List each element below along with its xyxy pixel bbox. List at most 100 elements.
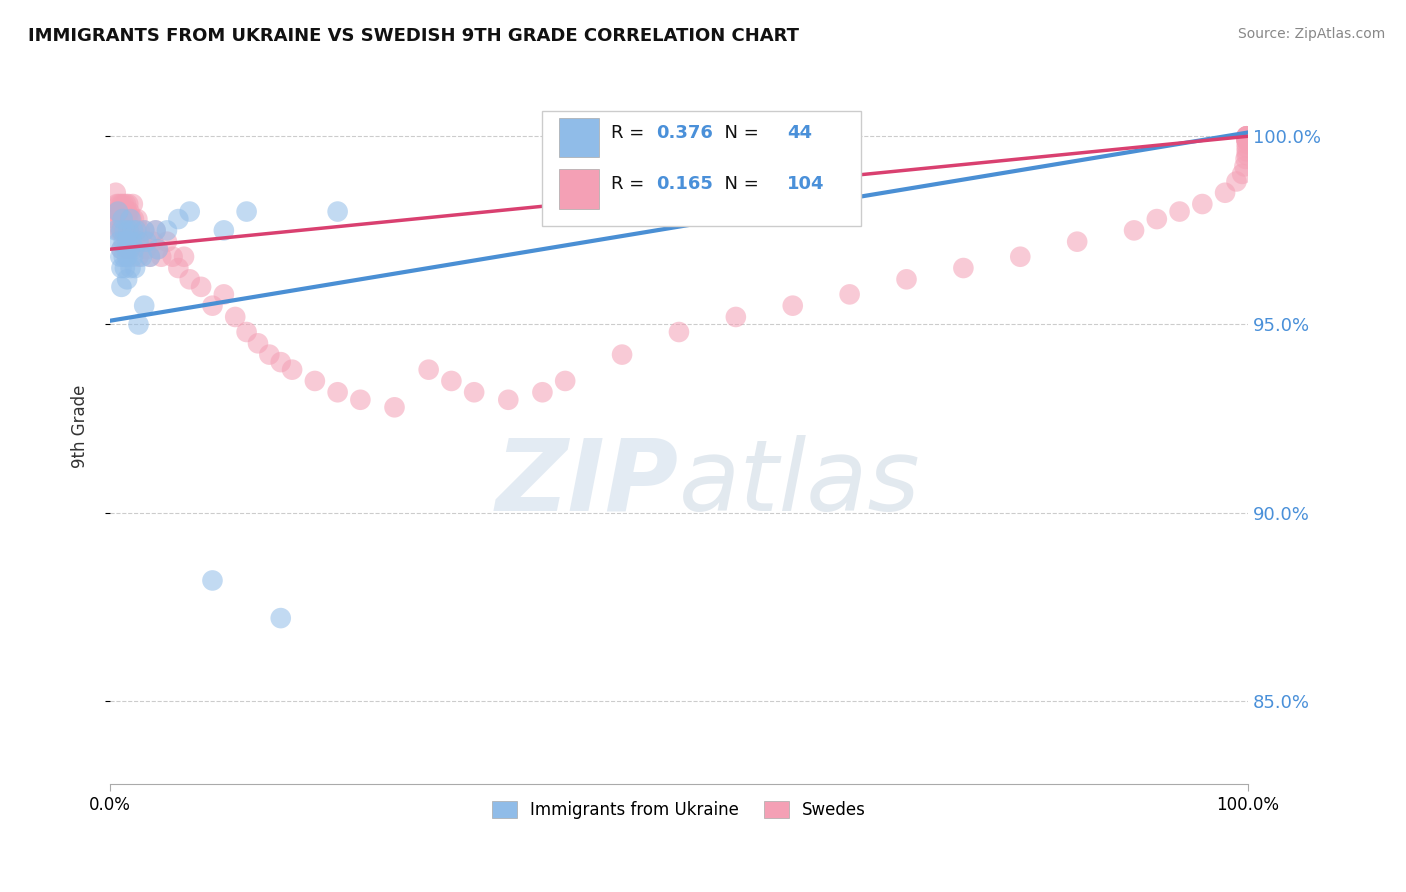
Point — [110, 223, 132, 237]
Point — [114, 223, 136, 237]
Point — [110, 204, 132, 219]
Point — [146, 242, 169, 256]
Point — [952, 260, 974, 275]
Point — [120, 223, 142, 237]
Point — [304, 374, 326, 388]
Point — [115, 235, 138, 249]
Point — [1230, 167, 1253, 181]
Point — [121, 197, 143, 211]
Text: atlas: atlas — [679, 434, 921, 532]
Point — [1236, 148, 1258, 162]
Point — [1236, 129, 1258, 144]
Point — [110, 223, 132, 237]
Point — [118, 204, 141, 219]
Point — [224, 310, 246, 324]
Point — [235, 204, 257, 219]
Point — [1146, 212, 1168, 227]
Point — [463, 385, 485, 400]
Point — [1213, 186, 1236, 200]
Point — [418, 362, 440, 376]
Point — [120, 242, 142, 256]
Point — [112, 212, 135, 227]
Point — [108, 235, 131, 249]
Point — [110, 280, 132, 294]
Point — [1236, 129, 1258, 144]
Point — [270, 355, 292, 369]
Point — [134, 223, 156, 237]
Legend: Immigrants from Ukraine, Swedes: Immigrants from Ukraine, Swedes — [485, 794, 873, 825]
Point — [115, 197, 138, 211]
Point — [1168, 204, 1191, 219]
Point — [150, 250, 173, 264]
Point — [139, 250, 162, 264]
Point — [179, 272, 201, 286]
Point — [1236, 129, 1258, 144]
Point — [246, 336, 269, 351]
Point — [1236, 145, 1258, 159]
Point — [162, 250, 184, 264]
Point — [134, 299, 156, 313]
Point — [117, 212, 139, 227]
Point — [173, 250, 195, 264]
Point — [201, 299, 224, 313]
Point — [782, 299, 804, 313]
Point — [1234, 152, 1257, 166]
Point — [128, 250, 150, 264]
Point — [110, 260, 132, 275]
Point — [114, 260, 136, 275]
Point — [554, 374, 576, 388]
Point — [167, 212, 190, 227]
Point — [124, 260, 146, 275]
Point — [349, 392, 371, 407]
Point — [259, 348, 281, 362]
Point — [108, 197, 131, 211]
Text: R =: R = — [610, 175, 650, 194]
Point — [110, 223, 132, 237]
Point — [135, 235, 157, 249]
Point — [1123, 223, 1146, 237]
Point — [118, 242, 141, 256]
Point — [108, 212, 131, 227]
Point — [235, 325, 257, 339]
Point — [110, 242, 132, 256]
Y-axis label: 9th Grade: 9th Grade — [72, 384, 89, 467]
Point — [104, 186, 127, 200]
Point — [128, 235, 150, 249]
Point — [1236, 136, 1258, 151]
Point — [531, 385, 554, 400]
Point — [121, 250, 143, 264]
Point — [1236, 133, 1258, 147]
Text: 0.165: 0.165 — [657, 175, 713, 194]
Point — [326, 385, 349, 400]
Point — [125, 223, 148, 237]
FancyBboxPatch shape — [560, 169, 599, 209]
Point — [212, 223, 235, 237]
Point — [127, 212, 149, 227]
Point — [110, 242, 132, 256]
Point — [1191, 197, 1213, 211]
FancyBboxPatch shape — [560, 118, 599, 157]
Point — [111, 204, 134, 219]
Point — [156, 235, 179, 249]
Point — [384, 401, 406, 415]
Point — [270, 611, 292, 625]
Point — [1236, 129, 1258, 144]
Point — [281, 362, 304, 376]
Point — [610, 348, 633, 362]
Point — [115, 242, 138, 256]
Point — [114, 204, 136, 219]
Point — [1236, 133, 1258, 147]
Point — [838, 287, 860, 301]
Point — [1236, 129, 1258, 144]
Point — [179, 204, 201, 219]
Text: 44: 44 — [787, 124, 813, 142]
Point — [111, 212, 134, 227]
Text: N =: N = — [713, 124, 765, 142]
Point — [105, 197, 128, 211]
Text: R =: R = — [610, 124, 650, 142]
Point — [131, 235, 153, 249]
Point — [104, 212, 127, 227]
Point — [115, 272, 138, 286]
Point — [110, 250, 132, 264]
Point — [896, 272, 918, 286]
